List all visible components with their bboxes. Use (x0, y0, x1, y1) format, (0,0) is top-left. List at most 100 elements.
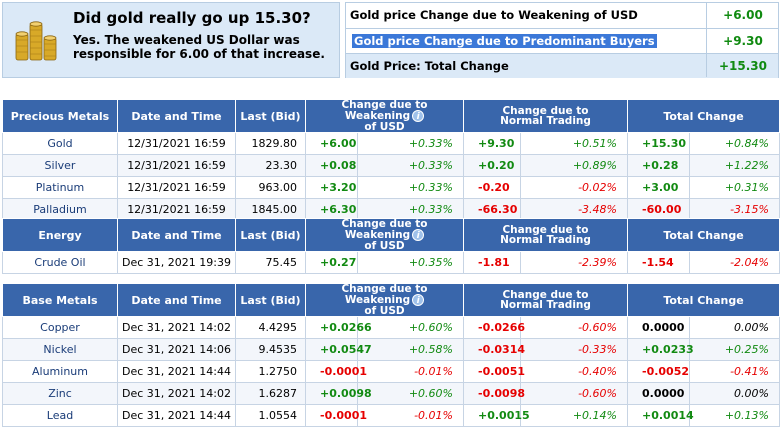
date-time-cell: 12/31/2021 16:59 (117, 198, 236, 221)
usd-change-header: Change due to Weakening i of USD (305, 218, 464, 252)
trading-change-pct-cell: -0.40% (520, 360, 628, 383)
usd-change-cell: +6.30 (305, 198, 358, 221)
promo-answer: Yes. The weakened US Dollar was responsi… (73, 33, 325, 61)
usd-change-cell: +0.0547 (305, 338, 372, 361)
usd-change-cell: +3.20 (305, 176, 358, 199)
total-change-pct-cell: -2.04% (689, 251, 780, 274)
usd-change-cell: +0.08 (305, 154, 358, 177)
commodity-name[interactable]: Aluminum (2, 360, 118, 383)
last-bid-cell: 1.2750 (235, 360, 306, 383)
commodity-name[interactable]: Silver (2, 154, 118, 177)
last-bid-cell: 1.0554 (235, 404, 306, 427)
date-time-cell: 12/31/2021 16:59 (117, 132, 236, 155)
commodity-name[interactable]: Palladium (2, 198, 118, 221)
table-row[interactable]: Platinum 12/31/2021 16:59 963.00 +3.20 +0.33… (2, 176, 780, 199)
total-change-cell: +15.30 (627, 132, 690, 155)
total-change-pct-cell: +0.31% (689, 176, 780, 199)
info-icon[interactable]: i (412, 229, 425, 241)
usd-change-header-line2: of USD (364, 305, 405, 317)
commodity-name[interactable]: Platinum (2, 176, 118, 199)
info-icon[interactable]: i (412, 294, 425, 306)
table-row[interactable]: Aluminum Dec 31, 2021 14:44 1.2750 -0.0001 -… (2, 360, 780, 383)
total-change-header: Total Change (627, 99, 780, 133)
trading-change-cell: +9.30 (463, 132, 521, 155)
usd-change-pct-cell: +0.60% (357, 316, 464, 339)
table-header-row: Precious Metals Date and Time Last (Bid) Ch… (2, 99, 780, 133)
usd-change-cell: -0.0001 (305, 404, 367, 427)
date-time-cell: Dec 31, 2021 19:39 (117, 251, 236, 274)
total-change-pct-cell: +0.13% (689, 404, 780, 427)
trading-change-pct-cell: -0.60% (520, 316, 628, 339)
table-row[interactable]: Gold 12/31/2021 16:59 1829.80 +6.00 +0.33% +9… (2, 132, 780, 155)
trading-change-header: Change due to Normal Trading (463, 283, 628, 317)
usd-change-pct-cell: +0.33% (357, 176, 464, 199)
table-row[interactable]: Copper Dec 31, 2021 14:02 4.4295 +0.0266 +0.… (2, 316, 780, 339)
summary-value: +15.30 (718, 59, 767, 73)
usd-change-cell: +0.0266 (305, 316, 372, 339)
total-change-cell: 0.0000 (627, 382, 690, 405)
usd-change-pct-cell: +0.60% (357, 382, 464, 405)
usd-change-cell: -0.0001 (305, 360, 367, 383)
commodity-name[interactable]: Copper (2, 316, 118, 339)
total-change-cell: 0.0000 (627, 316, 690, 339)
gold-change-summary: Gold price Change due to Weakening of US… (345, 2, 779, 78)
commodity-name[interactable]: Zinc (2, 382, 118, 405)
info-icon[interactable]: i (412, 110, 425, 122)
trading-change-header-line2: Normal Trading (500, 115, 591, 127)
trading-change-cell: -66.30 (463, 198, 521, 221)
table-row[interactable]: Zinc Dec 31, 2021 14:02 1.6287 +0.0098 +0.60… (2, 382, 780, 405)
summary-label-selected[interactable]: Gold price Change due to Predominant Buy… (352, 34, 657, 48)
trading-change-header-line2: Normal Trading (500, 234, 591, 246)
trading-change-header: Change due to Normal Trading (463, 218, 628, 252)
usd-change-header-line2: of USD (364, 121, 405, 133)
trading-change-header-line1: Change due to (502, 105, 589, 117)
table-precious-metals: Precious Metals Date and Time Last (Bid) Ch… (2, 99, 780, 221)
last-bid-cell: 1829.80 (235, 132, 306, 155)
date-time-header: Date and Time (117, 218, 236, 252)
date-time-cell: Dec 31, 2021 14:44 (117, 360, 236, 383)
usd-change-cell: +6.00 (305, 132, 358, 155)
last-bid-cell: 4.4295 (235, 316, 306, 339)
usd-change-pct-cell: +0.33% (357, 198, 464, 221)
total-change-pct-cell: -0.41% (689, 360, 780, 383)
last-bid-header: Last (Bid) (235, 99, 306, 133)
usd-change-header-line1: Change due to Weakening (341, 99, 428, 122)
last-bid-cell: 9.4535 (235, 338, 306, 361)
total-change-cell: +0.0233 (627, 338, 694, 361)
total-change-header: Total Change (627, 283, 780, 317)
date-time-cell: Dec 31, 2021 14:02 (117, 382, 236, 405)
trading-change-pct-cell: +0.51% (520, 132, 628, 155)
trading-change-pct-cell: -0.60% (520, 382, 628, 405)
total-change-pct-cell: -3.15% (689, 198, 780, 221)
commodity-name[interactable]: Crude Oil (2, 251, 118, 274)
usd-change-header: Change due to Weakening i of USD (305, 283, 464, 317)
table-row[interactable]: Lead Dec 31, 2021 14:44 1.0554 -0.0001 -0.01… (2, 404, 780, 427)
last-bid-cell: 23.30 (235, 154, 306, 177)
trading-change-pct-cell: -2.39% (520, 251, 628, 274)
table-header-row: Base Metals Date and Time Last (Bid) Change… (2, 283, 780, 317)
section-title-header: Precious Metals (2, 99, 118, 133)
table-row[interactable]: Nickel Dec 31, 2021 14:06 9.4535 +0.0547 +0.… (2, 338, 780, 361)
trading-change-cell: -1.81 (463, 251, 521, 274)
usd-change-cell: +0.27 (305, 251, 358, 274)
gold-question-panel: Did gold really go up 15.30? Yes. The we… (2, 2, 340, 78)
last-bid-header: Last (Bid) (235, 283, 306, 317)
section-title-header: Energy (2, 218, 118, 252)
commodity-name[interactable]: Lead (2, 404, 118, 427)
usd-change-pct-cell: -0.01% (357, 404, 464, 427)
total-change-pct-cell: +0.25% (689, 338, 780, 361)
trading-change-cell: -0.20 (463, 176, 521, 199)
date-time-cell: 12/31/2021 16:59 (117, 154, 236, 177)
date-time-cell: 12/31/2021 16:59 (117, 176, 236, 199)
total-change-cell: -60.00 (627, 198, 690, 221)
commodity-name[interactable]: Nickel (2, 338, 118, 361)
table-row[interactable]: Silver 12/31/2021 16:59 23.30 +0.08 +0.33% +0… (2, 154, 780, 177)
table-energy: Energy Date and Time Last (Bid) Change due … (2, 218, 780, 274)
trading-change-cell: +0.0015 (463, 404, 530, 427)
promo-question: Did gold really go up 15.30? (73, 9, 311, 27)
usd-change-pct-cell: +0.33% (357, 132, 464, 155)
total-change-cell: +0.0014 (627, 404, 694, 427)
commodity-name[interactable]: Gold (2, 132, 118, 155)
table-row[interactable]: Crude Oil Dec 31, 2021 19:39 75.45 +0.27 +0.… (2, 251, 780, 274)
usd-change-header: Change due to Weakening i of USD (305, 99, 464, 133)
